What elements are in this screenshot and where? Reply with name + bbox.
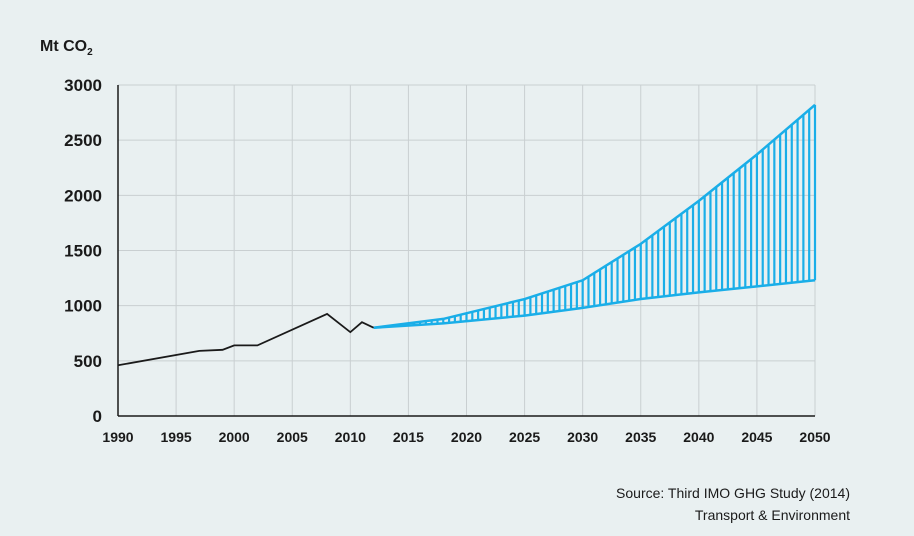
x-tick-label: 2045 (741, 429, 772, 445)
historical-line (117, 312, 374, 367)
source-line-2: Transport & Environment (694, 507, 850, 523)
x-tick-label: 2025 (509, 429, 540, 445)
y-tick-label: 3000 (64, 76, 102, 95)
x-tick-label: 2005 (277, 429, 308, 445)
x-tick-label: 1995 (161, 429, 192, 445)
y-tick-label: 1000 (64, 297, 102, 316)
y-tick-label: 1500 (64, 242, 102, 261)
x-tick-label: 2050 (799, 429, 830, 445)
y-tick-label: 0 (93, 407, 102, 426)
source-note: Source: Third IMO GHG Study (2014) Trans… (616, 482, 850, 526)
y-axis-label: Mt CO2 (40, 38, 93, 59)
y-tick-label: 500 (74, 352, 102, 371)
x-tick-label: 2030 (567, 429, 598, 445)
x-tick-label: 2040 (683, 429, 714, 445)
source-line-1: Source: Third IMO GHG Study (2014) (616, 485, 850, 501)
projection-upper-line (373, 103, 816, 329)
y-tick-label: 2500 (64, 131, 102, 150)
x-tick-label: 2000 (219, 429, 250, 445)
x-tick-label: 2015 (393, 429, 424, 445)
x-tick-label: 2035 (625, 429, 656, 445)
projection-lower-line (373, 279, 816, 329)
y-tick-label: 2000 (64, 186, 102, 205)
x-tick-label: 2020 (451, 429, 482, 445)
x-tick-label: 2010 (335, 429, 366, 445)
x-tick-label: 1990 (102, 429, 133, 445)
